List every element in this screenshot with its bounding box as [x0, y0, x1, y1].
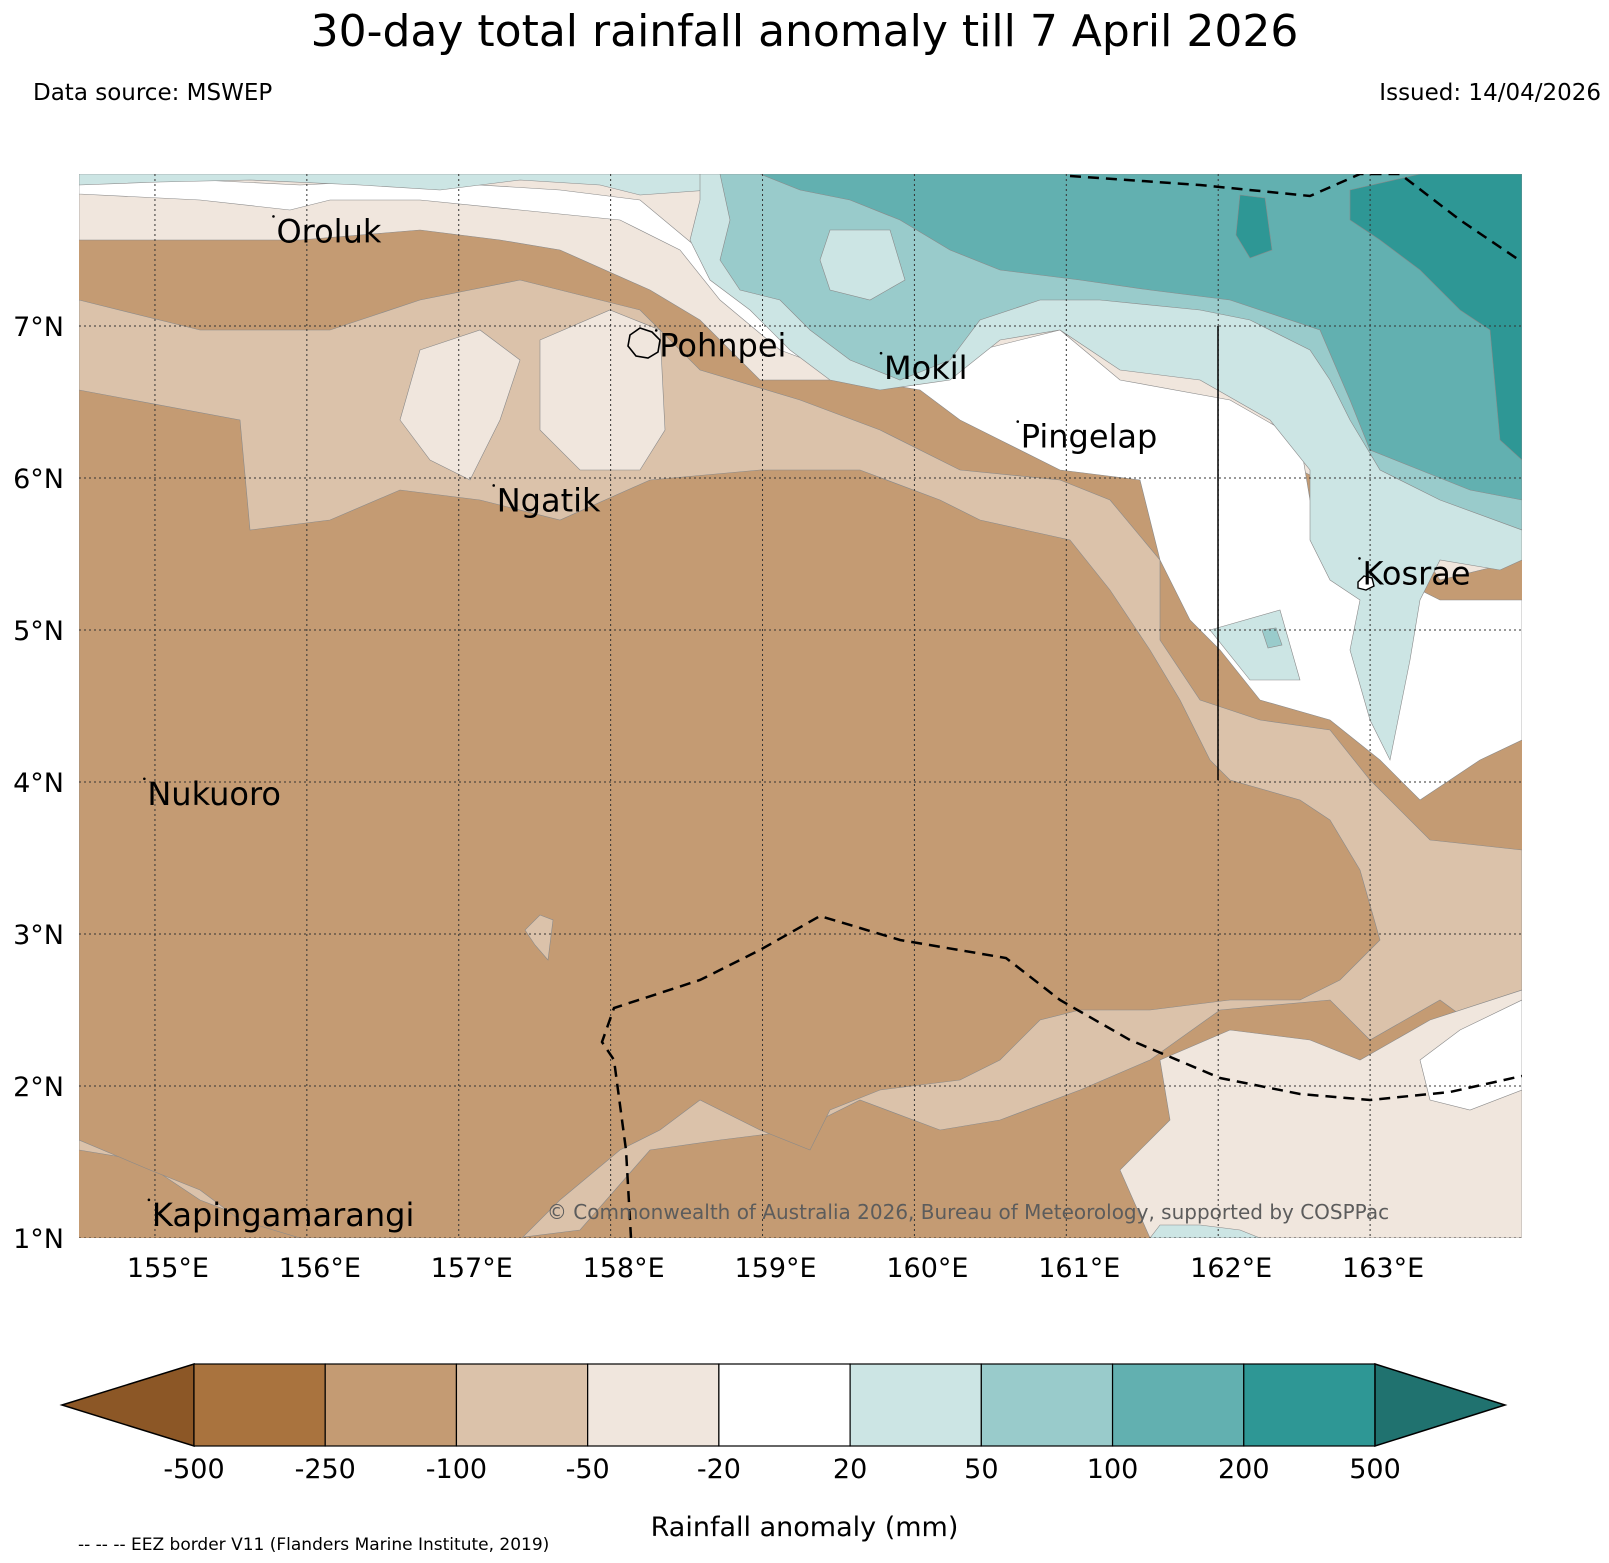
colorbar-tick-label: -250 [295, 1454, 356, 1485]
colorbar-tick-label: 200 [1218, 1454, 1270, 1485]
map-plot-area: Oroluk Pohnpei Mokil Pingelap Ngatik Kosrae Nu… [79, 174, 1522, 1238]
place-label-pohnpei: Pohnpei [659, 326, 786, 364]
lon-tick-label: 159°E [734, 1253, 816, 1284]
colorbar-label: Rainfall anomaly (mm) [650, 1512, 959, 1543]
colorbar-segment [980, 1363, 1114, 1447]
colorbar-extend-low [59, 1362, 195, 1448]
colorbar-segment [718, 1363, 851, 1447]
lon-tick-label: 157°E [431, 1253, 513, 1284]
place-marker [1358, 557, 1361, 560]
colorbar-segment [1111, 1363, 1245, 1447]
lon-tick-label: 161°E [1038, 1253, 1120, 1284]
anomaly-patch-pos200 [1235, 194, 1273, 259]
issued-date-label: Issued: 14/04/2026 [1379, 80, 1601, 106]
lat-tick-label: 3°N [13, 920, 64, 951]
place-label-kosrae: Kosrae [1363, 554, 1471, 592]
anomaly-patch-pos20-inner [819, 229, 906, 301]
place-marker [654, 329, 658, 332]
lon-tick-label: 156°E [279, 1253, 361, 1284]
anomaly-patch-pos20-kosrae [1209, 609, 1301, 681]
lon-tick-label: 162°E [1190, 1253, 1272, 1284]
lon-tick-label: 158°E [583, 1253, 665, 1284]
lon-tick-label: 155°E [127, 1253, 209, 1284]
anomaly-band-pos100-pos200 [759, 174, 1522, 501]
colorbar-extend-high [1374, 1362, 1508, 1448]
place-marker [492, 484, 496, 487]
lat-tick-label: 5°N [13, 616, 64, 647]
colorbar-segment [587, 1363, 720, 1447]
colorbar-segment [455, 1363, 589, 1447]
colorbar-segment [849, 1363, 982, 1447]
lat-tick-label: 4°N [13, 768, 64, 799]
lat-tick-label: 2°N [13, 1072, 64, 1103]
place-label-mokil: Mokil [884, 349, 968, 387]
colorbar-tick-label: 100 [1087, 1454, 1139, 1485]
colorbar-tick-label: -100 [426, 1454, 487, 1485]
place-marker [1016, 420, 1020, 423]
place-marker [879, 351, 883, 355]
anomaly-patch-light [524, 914, 554, 961]
anomaly-patch-pos50-kosrae [1261, 627, 1283, 649]
chart-title: 30-day total rainfall anomaly till 7 Apr… [310, 6, 1299, 57]
colorbar-tick-label: -50 [566, 1454, 610, 1485]
anomaly-band-neg100-neg250-core [79, 389, 1381, 1238]
colorbar-tick-label: 50 [964, 1454, 998, 1485]
eez-border-north [1069, 174, 1522, 264]
place-label-kapingamarangi: Kapingamarangi [152, 1196, 414, 1234]
kosrae-island-outline [1357, 575, 1375, 591]
place-label-pingelap: Pingelap [1021, 418, 1158, 456]
anomaly-patch-pos20-south [1149, 1224, 1261, 1238]
place-marker [147, 1198, 151, 1202]
colorbar-segment [1243, 1363, 1376, 1447]
place-label-nukuoro: Nukuoro [147, 775, 281, 813]
lon-tick-label: 160°E [886, 1253, 968, 1284]
place-label-ngatik: Ngatik [497, 481, 601, 519]
copyright-notice: © Commonwealth of Australia 2026, Bureau… [547, 1200, 1389, 1224]
colorbar-segment [193, 1363, 326, 1447]
place-marker [272, 215, 275, 218]
pohnpei-island-outline [627, 327, 661, 359]
eez-border-south [600, 914, 1522, 1238]
colorbar-tick-label: 500 [1349, 1454, 1401, 1485]
anomaly-patch-beige-2 [539, 309, 666, 471]
anomaly-band-pos200-pos500 [1349, 174, 1522, 461]
data-source-label: Data source: MSWEP [33, 80, 273, 106]
place-label-oroluk: Oroluk [276, 212, 381, 250]
colorbar-tick-label: -20 [697, 1454, 741, 1485]
anomaly-patch-beige-1 [399, 329, 521, 481]
anomaly-band-neg20-neg50-se [1119, 989, 1522, 1238]
eez-border-note: -- -- -- EEZ border V11 (Flanders Marine… [78, 1535, 550, 1555]
colorbar-tick-label: -500 [163, 1454, 224, 1485]
colorbar-segment [324, 1363, 458, 1447]
lat-tick-label: 1°N [13, 1224, 64, 1255]
lat-tick-label: 7°N [13, 312, 64, 343]
lat-tick-label: 6°N [13, 464, 64, 495]
place-marker [143, 777, 146, 781]
colorbar-tick-label: 20 [833, 1454, 867, 1485]
lon-tick-label: 163°E [1342, 1253, 1424, 1284]
